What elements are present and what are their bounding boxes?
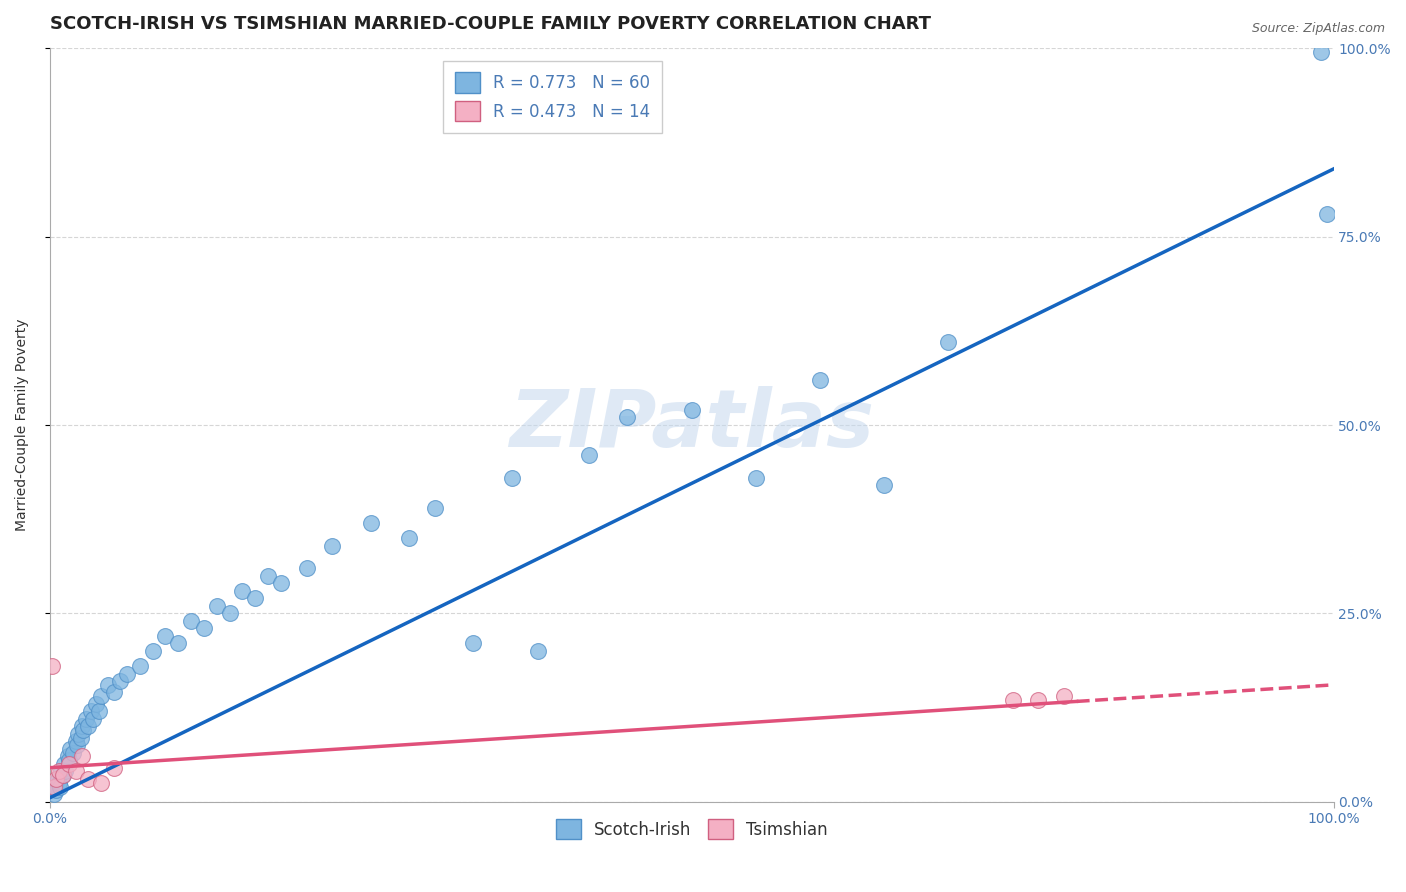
- Point: [77, 719, 100, 733]
- Point: [90, 689, 112, 703]
- Point: [423, 500, 446, 515]
- Point: [526, 644, 548, 658]
- Y-axis label: Married-Couple Family Poverty: Married-Couple Family Poverty: [15, 318, 30, 532]
- Point: [53, 764, 76, 779]
- Point: [745, 471, 768, 485]
- Point: [58, 753, 80, 767]
- Point: [66, 738, 89, 752]
- Point: [115, 666, 138, 681]
- Point: [1316, 207, 1339, 221]
- Point: [205, 599, 228, 613]
- Point: [321, 539, 343, 553]
- Point: [141, 644, 163, 658]
- Point: [231, 583, 253, 598]
- Point: [56, 749, 79, 764]
- Point: [501, 471, 523, 485]
- Point: [1053, 689, 1076, 703]
- Point: [398, 531, 420, 545]
- Point: [193, 621, 215, 635]
- Point: [180, 614, 202, 628]
- Point: [82, 712, 104, 726]
- Point: [80, 704, 103, 718]
- Point: [65, 764, 87, 779]
- Point: [155, 629, 177, 643]
- Point: [48, 776, 70, 790]
- Point: [167, 636, 190, 650]
- Point: [77, 772, 100, 786]
- Point: [270, 576, 292, 591]
- Point: [1026, 693, 1049, 707]
- Point: [70, 749, 93, 764]
- Point: [75, 712, 97, 726]
- Point: [245, 591, 267, 606]
- Point: [52, 756, 75, 771]
- Point: [58, 756, 80, 771]
- Point: [51, 764, 73, 779]
- Point: [257, 568, 280, 582]
- Point: [62, 746, 84, 760]
- Point: [65, 734, 87, 748]
- Text: Source: ZipAtlas.com: Source: ZipAtlas.com: [1251, 22, 1385, 36]
- Point: [46, 772, 69, 786]
- Point: [70, 719, 93, 733]
- Point: [681, 403, 703, 417]
- Point: [808, 373, 831, 387]
- Point: [42, 780, 65, 794]
- Point: [67, 727, 90, 741]
- Point: [616, 410, 638, 425]
- Text: ZIPatlas: ZIPatlas: [509, 386, 875, 464]
- Point: [463, 636, 485, 650]
- Point: [295, 561, 318, 575]
- Point: [1309, 45, 1331, 60]
- Point: [128, 659, 150, 673]
- Point: [110, 674, 132, 689]
- Text: SCOTCH-IRISH VS TSIMSHIAN MARRIED-COUPLE FAMILY POVERTY CORRELATION CHART: SCOTCH-IRISH VS TSIMSHIAN MARRIED-COUPLE…: [49, 15, 931, 33]
- Point: [49, 780, 72, 794]
- Point: [69, 731, 91, 745]
- Point: [1001, 693, 1024, 707]
- Point: [59, 742, 82, 756]
- Point: [72, 723, 94, 737]
- Point: [873, 478, 896, 492]
- Point: [97, 678, 120, 692]
- Point: [42, 787, 65, 801]
- Point: [360, 516, 382, 530]
- Point: [103, 685, 125, 699]
- Point: [52, 768, 75, 782]
- Point: [87, 704, 110, 718]
- Point: [578, 448, 600, 462]
- Point: [90, 776, 112, 790]
- Point: [45, 772, 67, 786]
- Point: [44, 780, 66, 794]
- Point: [84, 697, 107, 711]
- Point: [41, 659, 63, 673]
- Point: [938, 335, 960, 350]
- Point: [103, 761, 125, 775]
- Legend: Scotch-Irish, Tsimshian: Scotch-Irish, Tsimshian: [548, 813, 835, 846]
- Point: [218, 607, 240, 621]
- Point: [45, 783, 67, 797]
- Point: [48, 764, 70, 779]
- Point: [52, 768, 75, 782]
